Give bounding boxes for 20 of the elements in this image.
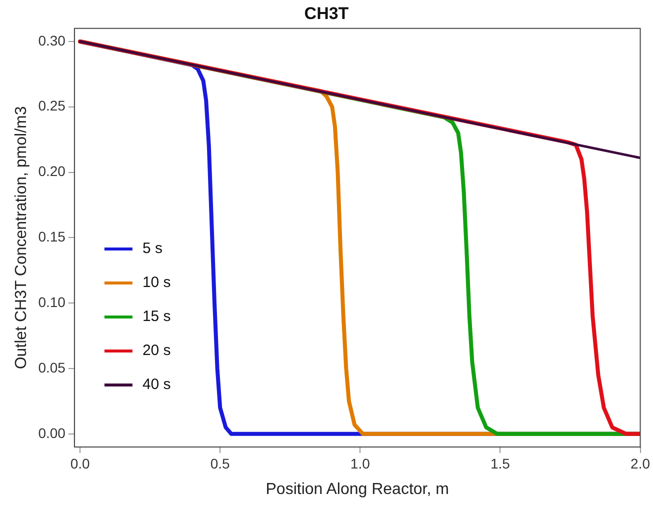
x-tick-label: 0.5 (210, 455, 230, 472)
x-axis-title: Position Along Reactor, m (266, 480, 449, 498)
x-tick-label: 1.5 (490, 455, 510, 472)
y-tick-label: 0.00 (38, 424, 66, 441)
y-tick-label: 0.25 (38, 98, 66, 114)
legend-label: 5 s (142, 240, 162, 258)
y-tick-label: 0.10 (38, 294, 66, 310)
legend-label: 40 s (142, 376, 171, 394)
legend-label: 15 s (142, 308, 171, 326)
legend-label: 20 s (142, 342, 171, 360)
y-tick-label: 0.20 (38, 163, 66, 180)
x-tick-label: 2.0 (630, 455, 650, 472)
y-tick-label: 0.05 (38, 359, 66, 376)
x-tick-label: 0.0 (70, 455, 90, 472)
y-tick-label: 0.30 (38, 32, 66, 48)
x-tick-label: 1.0 (350, 455, 370, 472)
legend-label: 10 s (142, 274, 171, 292)
y-tick-label: 0.15 (38, 228, 66, 245)
y-axis-title: Outlet CH3T Concentration, pmol/m3 (13, 106, 30, 370)
chart-title: CH3T (304, 4, 350, 23)
